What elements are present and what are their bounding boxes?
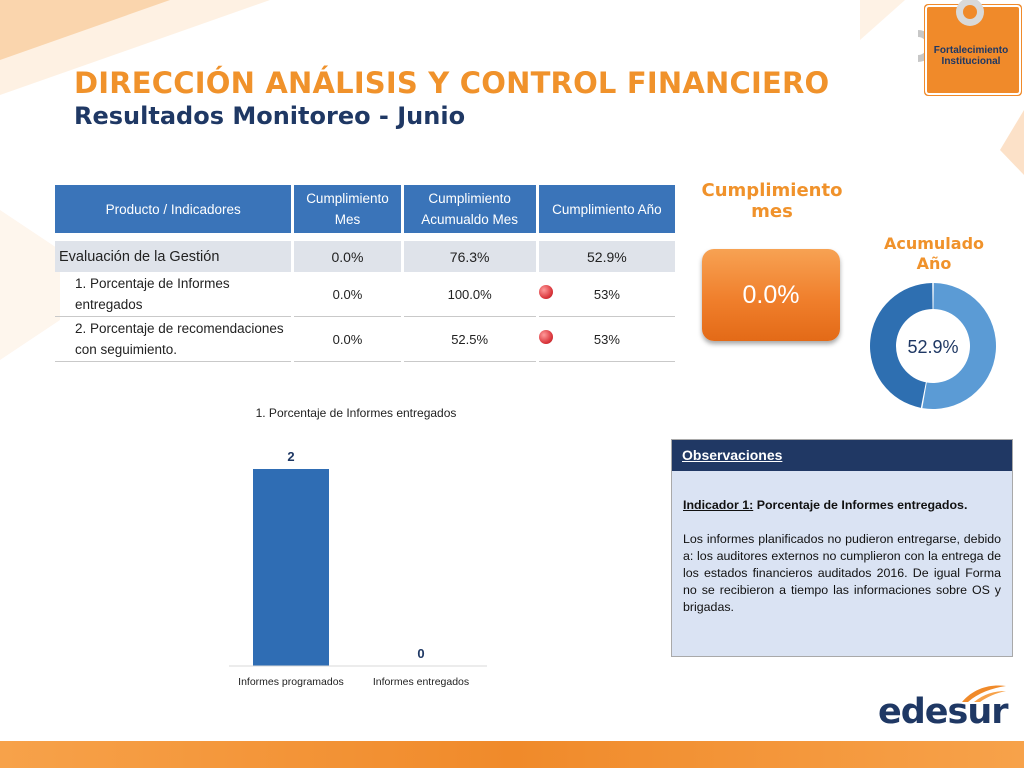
fortalecimiento-badge [918,0,1022,96]
row-month: 0.0% [294,317,401,362]
header-product: Producto / Indicadores [55,185,292,233]
acumulado-anio-donut: 52.9% [869,283,996,409]
table-row: 1. Porcentaje de Informes entregados 0.0… [55,272,675,317]
observaciones-text: Los informes planificados no pudieron en… [683,532,1001,614]
chart-title: 1. Porcentaje de Informes entregados [256,406,457,420]
row-accum: 100.0% [403,272,536,317]
bar-1 [253,469,329,666]
header-year: Cumplimiento Año [538,185,675,233]
observaciones-title: Observaciones [672,440,1012,471]
table-row: 2. Porcentaje de recomendaciones con seg… [55,317,675,362]
header-accum-line2: Acumualdo Mes [421,212,519,227]
row-year: 53% [593,331,620,347]
table-header-row: Producto / Indicadores Cumplimiento Mes … [55,185,675,233]
observaciones-body: Indicador 1: Porcentaje de Informes entr… [672,471,1012,616]
donut-remaining-segment [869,283,933,408]
row-label-line1: 2. Porcentaje de recomendaciones [75,321,284,336]
header-accum: Cumplimiento Acumualdo Mes [403,185,536,233]
page-subtitle: Resultados Monitoreo - Junio [74,102,466,130]
summary-month: 0.0% [294,241,401,272]
header-month: Cumplimiento Mes [294,185,401,233]
indicator-name: Porcentaje de Informes entregados. [756,498,968,512]
observaciones-panel: Observaciones Indicador 1: Porcentaje de… [671,439,1013,657]
cumplimiento-mes-label-line2: mes [751,201,793,222]
observaciones-indicator: Indicador 1: Porcentaje de Informes entr… [683,497,1001,514]
summary-row: Evaluación de la Gestión 0.0% 76.3% 52.9… [55,241,675,272]
summary-year: 52.9% [538,241,675,272]
indicator-label: Indicador 1: [683,498,754,512]
edesur-logo: edesur [878,684,1009,732]
row-year: 53% [593,286,620,302]
status-red-icon [538,330,553,344]
row-label-line2: con seguimiento. [75,342,178,357]
row-accum: 52.5% [403,317,536,362]
data-label-1: 2 [287,449,294,464]
page-title: DIRECCIÓN ANÁLISIS Y CONTROL FINANCIERO [74,66,830,100]
cumplimiento-mes-label: Cumplimiento mes [692,180,852,222]
summary-label: Evaluación de la Gestión [55,241,292,272]
row-month: 0.0% [294,272,401,317]
header-month-line1: Cumplimiento [306,191,389,206]
category-label-1: Informes programados [238,676,344,688]
badge-text: Fortalecimiento Institucional [928,45,1014,67]
status-red-icon [538,285,553,299]
donut-value-label: 52.9% [907,337,958,357]
footer-bar [0,741,1024,768]
acumulado-anio-label-line1: Acumulado [883,234,985,253]
header-month-line2: Mes [334,212,361,227]
donut-achieved-segment [922,283,996,409]
logo-swoosh-icon [962,685,1006,702]
header-accum-line1: Cumplimiento [428,191,511,206]
acumulado-anio-label-line2: Año [916,254,952,273]
badge-line-2: Institucional [941,56,1001,67]
informes-bar-chart: 1. Porcentaje de Informes entregados 2 In… [229,406,487,688]
row-year-cell: 53% [538,272,675,317]
row-label: 1. Porcentaje de Informes entregados [55,272,292,317]
category-label-2: Informes entregados [373,676,469,688]
badge-line-1: Fortalecimiento [933,45,1009,56]
summary-accum: 76.3% [403,241,536,272]
logo-text: edesur [878,692,1009,732]
row-label-line2: entregados [75,297,143,312]
cumplimiento-mes-label-line1: Cumplimiento [701,180,843,201]
cumplimiento-mes-value: 0.0% [702,249,840,341]
acumulado-anio-label: Acumulado Año [866,234,1002,274]
row-year-cell: 53% [538,317,675,362]
row-label: 2. Porcentaje de recomendaciones con seg… [55,317,292,362]
row-label-line1: 1. Porcentaje de Informes [75,276,230,291]
indicators-table: Producto / Indicadores Cumplimiento Mes … [52,185,678,362]
data-label-2: 0 [417,646,424,661]
